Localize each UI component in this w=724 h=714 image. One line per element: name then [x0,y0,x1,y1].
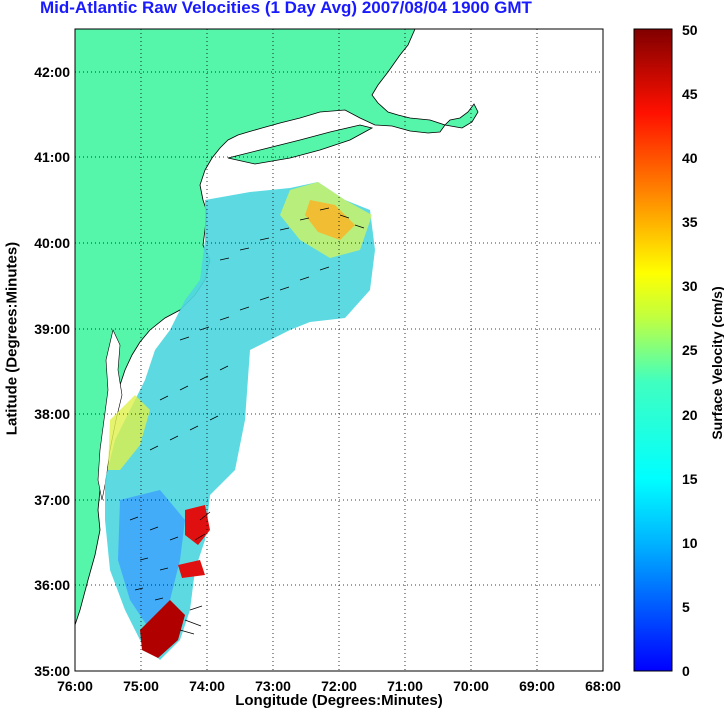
y-tick-label: 38:00 [34,406,70,422]
x-tick-label: 68:00 [585,678,621,694]
colorbar-tick-label: 45 [682,86,698,102]
colorbar [633,28,673,672]
x-tick-label: 74:00 [189,678,225,694]
chesapeake-bay [97,329,123,501]
map-title: Mid-Atlantic Raw Velocities (1 Day Avg) … [40,0,532,17]
colorbar-tick-label: 30 [682,278,698,294]
velocity-vectors [129,207,365,635]
colorbar-tick-label: 40 [682,150,698,166]
plot-frame [74,28,604,672]
y-tick-labels: 35:00 36:00 37:00 38:00 39:00 40:00 41:0… [34,64,70,679]
x-tick-label: 70:00 [453,678,489,694]
x-tick-label: 71:00 [387,678,423,694]
y-tick-label: 40:00 [34,235,70,251]
x-tick-label: 75:00 [123,678,159,694]
y-tick-label: 36:00 [34,577,70,593]
long-island [227,124,374,165]
x-tick-label: 76:00 [57,678,93,694]
x-axis-label: Longitude (Degrees:Minutes) [235,692,443,709]
x-tick-label: 72:00 [321,678,357,694]
x-tick-label: 69:00 [519,678,555,694]
colorbar-tick-label: 10 [682,535,698,551]
velocity-orange-patch [305,200,355,240]
colorbar-tick-label: 0 [682,663,690,679]
colorbar-tick-label: 5 [682,599,690,615]
colorbar-tick-label: 25 [682,342,698,358]
velocity-blue-patch [118,490,185,630]
cape-cod [444,103,479,129]
grid-lines [75,29,603,671]
velocity-red-patch-2 [178,560,205,578]
y-tick-label: 35:00 [34,663,70,679]
y-tick-label: 42:00 [34,64,70,80]
y-tick-label: 41:00 [34,149,70,165]
colorbar-tick-labels: 0 5 10 15 20 25 30 35 40 45 50 [682,22,698,679]
x-tick-label: 73:00 [255,678,291,694]
colorbar-tick-label: 20 [682,407,698,423]
x-tick-labels: 76:00 75:00 74:00 73:00 72:00 71:00 70:0… [57,678,621,694]
colorbar-tick-label: 35 [682,214,698,230]
colorbar-tick-label: 50 [682,22,698,38]
colorbar-tick-label: 15 [682,471,698,487]
y-tick-label: 39:00 [34,321,70,337]
y-tick-label: 37:00 [34,492,70,508]
velocity-red-patch-3 [140,600,185,658]
